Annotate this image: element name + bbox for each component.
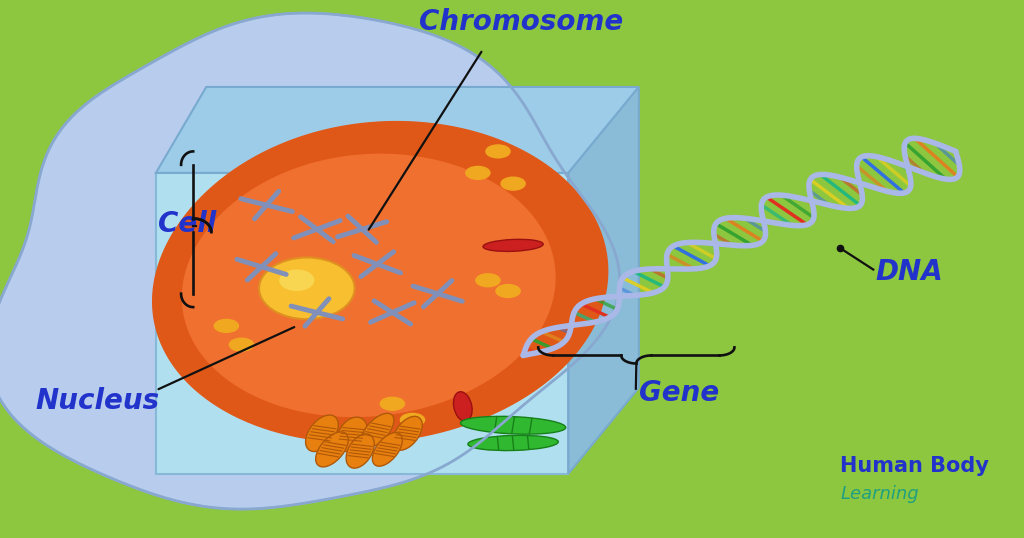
Polygon shape — [156, 173, 568, 473]
Polygon shape — [0, 13, 620, 509]
Text: Learning: Learning — [840, 485, 919, 503]
Circle shape — [501, 177, 525, 190]
Circle shape — [466, 166, 489, 179]
Ellipse shape — [259, 258, 354, 319]
Ellipse shape — [280, 270, 314, 291]
Text: Nucleus: Nucleus — [35, 387, 160, 415]
Text: Human Body: Human Body — [840, 456, 989, 476]
Ellipse shape — [461, 416, 565, 434]
Polygon shape — [568, 87, 639, 473]
Ellipse shape — [454, 392, 472, 421]
Ellipse shape — [337, 417, 368, 451]
Circle shape — [486, 145, 510, 158]
Ellipse shape — [392, 416, 422, 450]
Text: Gene: Gene — [639, 379, 719, 407]
Polygon shape — [182, 154, 555, 416]
Ellipse shape — [483, 239, 543, 251]
Text: Chromosome: Chromosome — [419, 8, 624, 36]
Ellipse shape — [315, 432, 348, 467]
Ellipse shape — [468, 435, 558, 451]
Text: Cell: Cell — [158, 210, 216, 238]
Ellipse shape — [346, 434, 374, 468]
Circle shape — [380, 398, 404, 410]
Polygon shape — [156, 87, 639, 173]
Circle shape — [476, 274, 500, 287]
Ellipse shape — [305, 415, 338, 451]
Circle shape — [229, 338, 254, 351]
Circle shape — [214, 320, 239, 332]
Ellipse shape — [360, 413, 394, 448]
Circle shape — [496, 285, 520, 298]
Polygon shape — [153, 122, 607, 443]
Circle shape — [400, 413, 425, 426]
Text: DNA: DNA — [876, 258, 943, 286]
Ellipse shape — [373, 433, 402, 466]
